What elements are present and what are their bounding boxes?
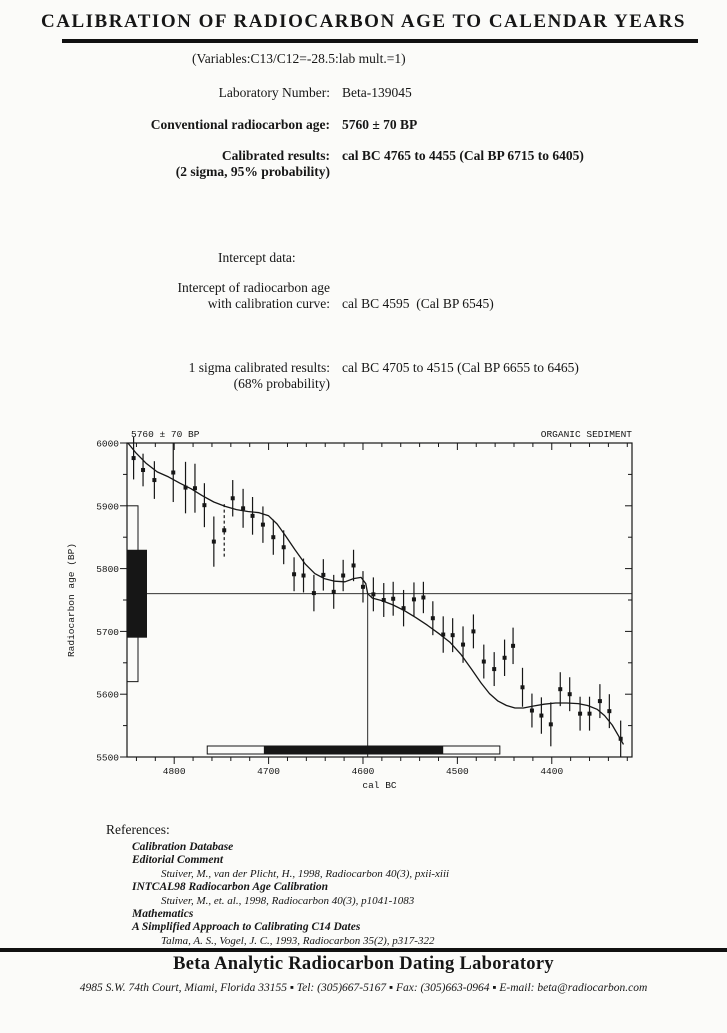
svg-text:4600: 4600 [352,766,375,777]
svg-text:5800: 5800 [96,564,119,575]
svg-text:Radiocarbon age (BP): Radiocarbon age (BP) [66,543,77,657]
reference-title: Editorial Comment [132,854,224,867]
title-underline [62,39,698,43]
one-sigma-value: cal BC 4705 to 4515 (Cal BP 6655 to 6465… [342,360,579,375]
intercept-value: cal BC 4595 (Cal BP 6545) [342,296,494,311]
intercept-data-heading: Intercept data: [218,250,296,265]
footer-rule [0,948,727,952]
svg-text:5500: 5500 [96,753,119,764]
reference-citation: Stuiver, M., et. al., 1998, Radiocarbon … [161,894,415,907]
intercept-label-line1: Intercept of radiocarbon age [177,280,330,295]
variables-line: (Variables:C13/C12=-28.5:lab mult.=1) [192,51,406,66]
page-title: CALIBRATION OF RADIOCARBON AGE TO CALEND… [41,11,686,32]
lab-number-label: Laboratory Number: [218,85,330,100]
svg-text:4700: 4700 [257,766,280,777]
one-sigma-label-line1: 1 sigma calibrated results: [188,360,330,375]
calibration-chart: 4800 4700 4600 4500 4400 5500 5600 5700 5800 5900… [66,429,633,791]
svg-text:4400: 4400 [540,766,563,777]
conventional-age-label: Conventional radiocarbon age: [150,117,330,132]
reference-title: Calibration Database [132,841,234,853]
reference-title: A Simplified Approach to Calibrating C14… [132,921,361,934]
intercept-label-line2: with calibration curve: [207,296,330,311]
svg-text:4500: 4500 [446,766,469,777]
references-section: References: Calibration Database Editori… [106,822,449,948]
lab-name: Beta Analytic Radiocarbon Dating Laborat… [173,954,554,974]
svg-text:cal BC: cal BC [362,780,397,791]
reference-citation: Talma, A. S., Vogel, J. C., 1993, Radioc… [161,934,435,947]
svg-text:5900: 5900 [96,501,119,512]
calibrated-results-label: Calibrated results: [221,148,330,163]
references-heading: References: [106,822,170,837]
one-sigma-label-line2: (68% probability) [233,376,330,391]
calibrated-results-sublabel: (2 sigma, 95% probability) [175,164,330,179]
svg-text:5760 ± 70 BP: 5760 ± 70 BP [131,429,200,440]
lab-address: 4985 S.W. 74th Court, Miami, Florida 331… [79,982,648,994]
lab-number-value: Beta-139045 [342,85,412,100]
reference-citation: Stuiver, M., van der Plicht, H., 1998, R… [161,867,450,880]
svg-text:4800: 4800 [163,766,186,777]
conventional-age-value: 5760 ± 70 BP [342,117,418,132]
calibration-chart-container: 4800 4700 4600 4500 4400 5500 5600 5700 5800 5900… [58,421,648,819]
svg-text:5600: 5600 [96,690,119,701]
reference-title: INTCAL98 Radiocarbon Age Calibration [132,881,329,894]
svg-text:6000: 6000 [96,439,119,450]
calibrated-results-value: cal BC 4765 to 4455 (Cal BP 6715 to 6405… [342,148,584,163]
reference-title: Mathematics [132,908,194,921]
svg-text:5700: 5700 [96,627,119,638]
svg-text:ORGANIC SEDIMENT: ORGANIC SEDIMENT [541,429,633,440]
